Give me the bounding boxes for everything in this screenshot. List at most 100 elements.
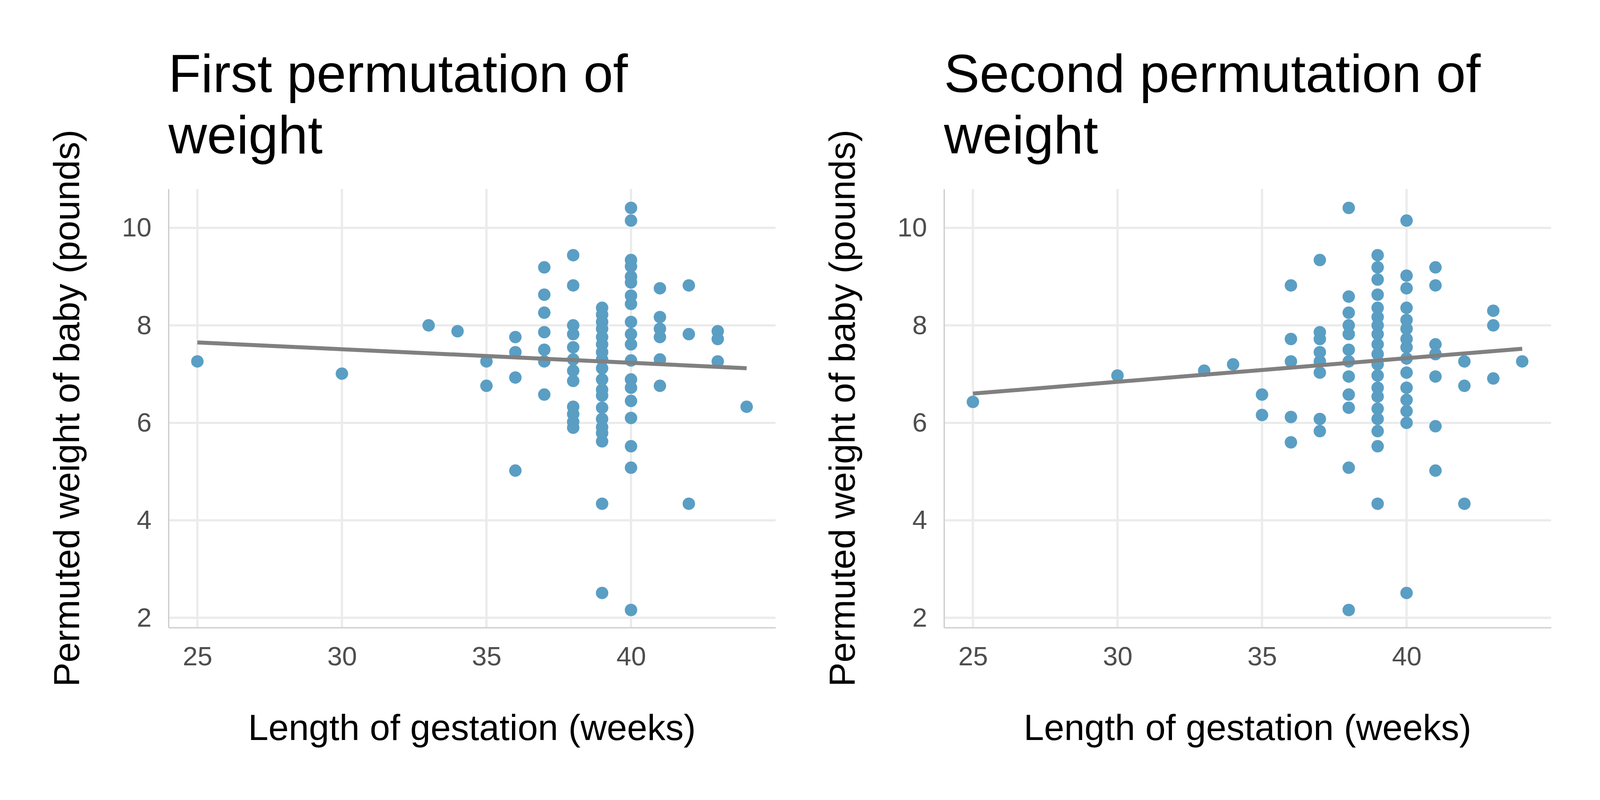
point (1400, 393, 1413, 407)
x-axis-title: Length of gestation (weeks) (1023, 707, 1472, 748)
tick-label: 30 (327, 641, 357, 672)
grid (944, 188, 1552, 628)
point (1371, 424, 1384, 438)
point (1429, 261, 1442, 274)
point (624, 604, 638, 617)
tick: 8 (912, 310, 944, 340)
point (538, 388, 551, 401)
grid-line (196, 188, 199, 628)
y-axis-title: Permuted weight of baby (pounds) (46, 129, 87, 688)
point (1284, 410, 1298, 424)
point (1400, 269, 1413, 282)
axis-line (943, 189, 945, 628)
tick: 6 (136, 407, 169, 438)
title: First permutation ofweight (168, 43, 628, 165)
point (624, 214, 638, 227)
point (740, 400, 753, 413)
title-line: Second permutation of (944, 43, 1481, 104)
point (538, 288, 551, 301)
point (966, 395, 980, 408)
point (1342, 388, 1356, 401)
grid (168, 188, 776, 628)
point (538, 325, 551, 339)
point (567, 248, 580, 262)
point (682, 497, 696, 510)
tick-label: 10 (897, 212, 928, 243)
tick-label: 40 (616, 641, 647, 672)
grid-line (168, 324, 776, 327)
grid-line (972, 188, 975, 628)
tick: 40 (1392, 627, 1422, 672)
point (1429, 279, 1442, 292)
tick: 4 (136, 504, 169, 535)
tick: 35 (1247, 627, 1278, 672)
tick: 30 (1102, 627, 1133, 672)
point (1284, 279, 1298, 292)
grid-line (340, 188, 344, 628)
tick-label: 6 (912, 407, 928, 438)
point (596, 586, 609, 600)
grid-line (1116, 188, 1119, 628)
point (624, 297, 638, 311)
point (653, 330, 667, 344)
point (1400, 301, 1413, 315)
axis-line (168, 627, 776, 629)
point (624, 201, 638, 215)
point (1256, 408, 1269, 422)
tick-label: 40 (1392, 641, 1422, 672)
point (451, 324, 464, 338)
point (1371, 497, 1384, 510)
panel: 25 30 35 40 2 4 6 8 10 (897, 188, 1552, 672)
tick-label: 10 (121, 212, 152, 243)
grid-line (168, 519, 776, 522)
tick: 4 (912, 504, 944, 535)
point (509, 330, 522, 344)
point (624, 381, 638, 394)
point (1487, 319, 1500, 332)
point (1400, 381, 1413, 394)
grid-line (1260, 188, 1264, 628)
point (624, 461, 638, 474)
tick: 2 (912, 602, 944, 633)
point (1342, 343, 1356, 356)
point (567, 328, 580, 341)
tick: 2 (136, 602, 169, 633)
axis-line (168, 189, 170, 628)
grid-line (944, 616, 1552, 620)
point (624, 276, 638, 289)
point (653, 310, 667, 324)
tick: 25 (958, 627, 988, 672)
point (1400, 282, 1413, 295)
tick: 25 (182, 627, 213, 672)
point (596, 401, 609, 414)
point (711, 332, 724, 346)
axis-line (944, 627, 1552, 629)
tick-label: 25 (958, 641, 988, 672)
title: Second permutation ofweight (943, 43, 1481, 165)
point (624, 394, 638, 408)
point (1371, 440, 1384, 453)
point (1458, 497, 1471, 510)
tick-label: 30 (1102, 641, 1133, 672)
y-axis-title: Permuted weight of baby (pounds) (821, 129, 863, 688)
point (624, 411, 638, 424)
point (596, 435, 609, 448)
tick-label: 35 (1247, 641, 1278, 672)
point (567, 421, 580, 434)
grid-line (944, 324, 1552, 327)
x-axis: 25 30 35 40 (944, 627, 1552, 672)
point (567, 374, 580, 388)
point (1371, 273, 1384, 286)
point (1313, 366, 1327, 379)
title-line: weight (943, 104, 1099, 165)
point (191, 355, 204, 368)
point (1400, 340, 1413, 354)
point (480, 379, 493, 392)
point (624, 315, 638, 328)
point (1313, 412, 1327, 426)
tick: 40 (616, 627, 647, 672)
tick-label: 2 (136, 602, 152, 633)
point (1400, 416, 1413, 429)
point (1284, 436, 1298, 449)
fit-line (197, 342, 747, 368)
